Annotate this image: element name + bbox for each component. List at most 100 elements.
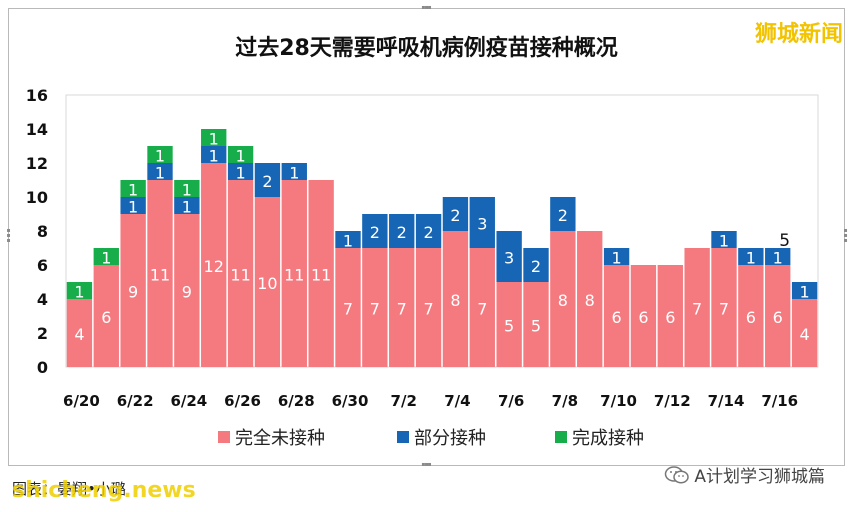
data-label: 1 (182, 198, 192, 217)
data-label: 7 (719, 300, 729, 319)
data-label: 2 (262, 172, 272, 191)
data-label: 2 (370, 223, 380, 242)
data-label: 1 (155, 147, 165, 166)
data-label: 1 (209, 130, 219, 149)
legend-swatch-full (555, 431, 567, 443)
bar-segment (389, 214, 415, 248)
data-label: 1 (343, 232, 353, 251)
x-tick-label: 6/30 (332, 392, 369, 410)
legend-item-full: 完成接种 (555, 424, 644, 450)
x-tick-label: 7/2 (391, 392, 417, 410)
y-tick-label: 14 (26, 120, 48, 139)
bar-segment (120, 214, 146, 367)
x-tick-label: 7/16 (761, 392, 798, 410)
resize-handle-bottom[interactable]: ▪▪▪ (421, 461, 431, 468)
bar-segment (120, 180, 146, 197)
bar-segment (657, 265, 683, 367)
data-label: 6 (611, 308, 621, 327)
data-label: 2 (423, 223, 433, 242)
resize-handle-right[interactable]: ▪ ▪ ▪ (843, 227, 847, 244)
bar-segment (308, 180, 334, 367)
data-label: 1 (719, 232, 729, 251)
bar-segment (603, 248, 630, 265)
x-tick-label: 7/8 (552, 392, 578, 410)
x-tick-label: 7/10 (600, 392, 637, 410)
data-label: 5 (531, 317, 541, 336)
bar-segment (711, 231, 737, 248)
bar-segment (66, 299, 93, 367)
data-label: 8 (450, 291, 460, 310)
x-tick-label: 7/12 (654, 392, 691, 410)
data-label: 1 (128, 198, 138, 217)
bar-segment (765, 265, 791, 367)
x-tick-label: 6/22 (117, 392, 154, 410)
data-label: 1 (182, 181, 192, 200)
chart-credit: 图表：晏翔•小璐 (12, 480, 126, 498)
data-label: 6 (101, 308, 111, 327)
bar-segment (281, 180, 307, 367)
bar-segment (577, 231, 603, 367)
bar-segment (147, 180, 173, 367)
y-tick-label: 16 (26, 86, 48, 105)
bar-segment (254, 197, 281, 367)
bar-segment (469, 197, 495, 248)
x-tick-label: 6/20 (63, 392, 100, 410)
bar-segment (201, 163, 227, 367)
y-tick-label: 10 (26, 188, 48, 207)
y-tick-label: 0 (37, 358, 48, 377)
bar-segment (791, 282, 818, 299)
bar-segment (415, 248, 442, 367)
data-label: 2 (397, 223, 407, 242)
bar-segment (711, 248, 737, 367)
legend-label-unvaccinated: 完全未接种 (235, 428, 325, 449)
bar-segment (227, 146, 254, 163)
bar-segment (442, 197, 469, 231)
resize-handle-left[interactable]: ▪ ▪ ▪ (6, 227, 10, 244)
bar-segment (227, 163, 254, 180)
data-label: 1 (128, 181, 138, 200)
data-label: 9 (128, 283, 138, 302)
bar-segment (496, 231, 522, 282)
data-label: 1 (235, 164, 245, 183)
bar-segment (93, 248, 119, 265)
bar-segment (93, 265, 119, 367)
data-label: 6 (773, 308, 783, 327)
bar-segment (147, 163, 173, 180)
data-label: 1 (746, 249, 756, 268)
data-label: 6 (638, 308, 648, 327)
bar-segment (120, 197, 146, 214)
data-label: 4 (74, 325, 84, 344)
bar-segment (550, 197, 576, 231)
bar-segment (738, 265, 764, 367)
data-label: 1 (101, 249, 111, 268)
bar-segment (147, 146, 173, 163)
bar-segment (335, 231, 361, 248)
data-label: 3 (504, 249, 514, 268)
x-tick-label: 7/4 (444, 392, 470, 410)
data-label: 7 (692, 300, 702, 319)
bar-segment (66, 282, 93, 299)
bar-segment (174, 197, 200, 214)
bar-segment (791, 299, 818, 367)
bar-segment (335, 248, 361, 367)
bar-segment (227, 180, 254, 367)
data-label: 7 (423, 300, 433, 319)
data-label: 11 (311, 266, 331, 285)
annotation-label: 5 (779, 231, 790, 251)
data-label: 1 (289, 164, 299, 183)
y-tick-label: 6 (37, 256, 48, 275)
chart-title: 过去28天需要呼吸机病例疫苗接种概况 (235, 36, 618, 61)
data-label: 2 (558, 206, 568, 225)
data-label: 1 (611, 249, 621, 268)
data-label: 11 (150, 266, 170, 285)
data-label: 7 (343, 300, 353, 319)
data-label: 1 (155, 164, 165, 183)
wechat-account: A计划学习狮城篇 (664, 462, 825, 487)
bar-segment (281, 163, 307, 180)
bar-segment (362, 214, 388, 248)
resize-handle-top[interactable]: ▪▪▪ (421, 4, 431, 11)
data-label: 6 (665, 308, 675, 327)
bar-segment (523, 282, 549, 367)
data-label: 12 (204, 257, 224, 276)
bar-segment (389, 248, 415, 367)
